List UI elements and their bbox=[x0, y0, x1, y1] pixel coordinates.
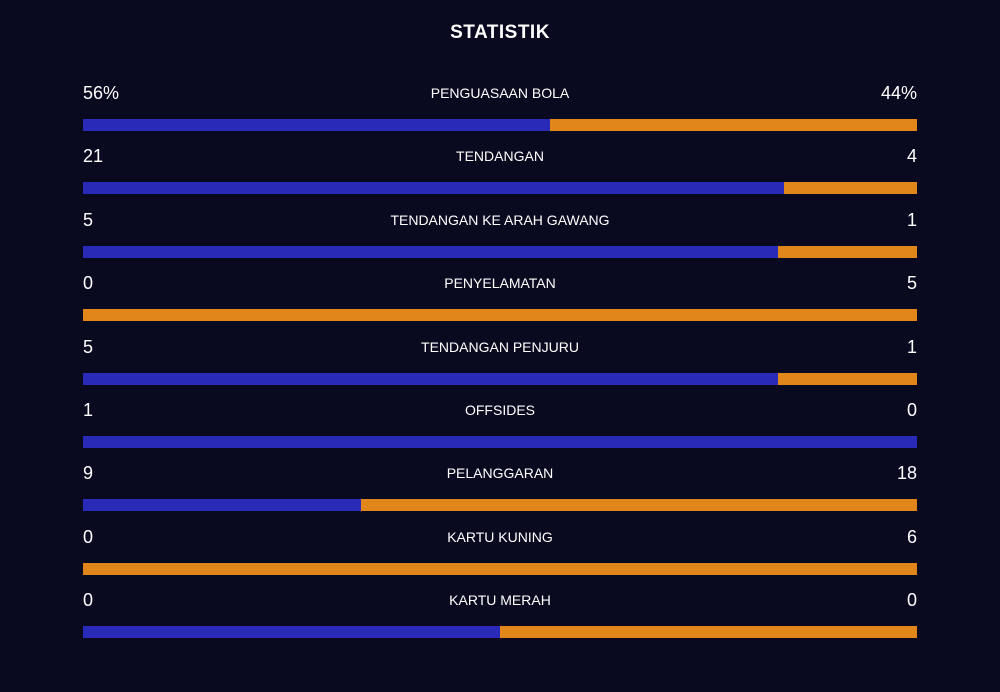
stat-label: OFFSIDES bbox=[464, 402, 535, 418]
away-value: 18 bbox=[896, 463, 917, 484]
stat-row: 1 OFFSIDES 0 bbox=[83, 399, 917, 455]
home-value: 0 bbox=[83, 273, 94, 294]
away-value: 5 bbox=[906, 273, 917, 294]
home-value: 1 bbox=[83, 400, 94, 420]
away-value: 44% bbox=[880, 83, 917, 103]
away-value: 0 bbox=[906, 590, 917, 611]
stat-row: 0 KARTU KUNING 6 bbox=[83, 526, 917, 582]
title: STATISTIK bbox=[450, 22, 550, 43]
stat-row: 21 TENDANGAN 4 bbox=[83, 145, 917, 201]
stat-row: 9 PELANGGARAN 18 bbox=[83, 462, 917, 518]
away-bar bbox=[83, 562, 917, 575]
away-value: 1 bbox=[906, 209, 917, 230]
stat-label: PENYELAMATAN bbox=[444, 275, 556, 292]
stat-row: 56% PENGUASAAN BOLA 44% bbox=[83, 82, 917, 138]
away-value: 0 bbox=[906, 400, 917, 420]
away-value: 4 bbox=[906, 146, 917, 167]
stat-label: TENDANGAN KE ARAH GAWANG bbox=[390, 211, 610, 228]
home-value: 21 bbox=[83, 146, 104, 167]
home-value: 5 bbox=[83, 209, 94, 230]
home-value: 9 bbox=[83, 463, 94, 484]
home-bar bbox=[83, 372, 778, 385]
home-value: 56% bbox=[83, 83, 120, 103]
home-bar bbox=[83, 245, 778, 258]
away-bar bbox=[361, 499, 917, 512]
stat-row: 0 PENYELAMATAN 5 bbox=[83, 272, 917, 328]
stat-label: KARTU KUNING bbox=[447, 528, 553, 545]
stat-row: 0 KARTU MERAH 0 bbox=[83, 589, 917, 645]
home-value: 0 bbox=[83, 590, 94, 611]
away-bar bbox=[550, 119, 917, 131]
stat-label: KARTU MERAH bbox=[449, 592, 551, 609]
away-bar bbox=[778, 372, 917, 385]
home-bar bbox=[83, 436, 917, 448]
stat-label: TENDANGAN PENJURU bbox=[421, 338, 579, 355]
home-bar bbox=[83, 626, 500, 639]
away-bar bbox=[500, 626, 917, 639]
away-bar bbox=[83, 309, 917, 322]
away-value: 1 bbox=[906, 336, 917, 357]
home-bar bbox=[83, 119, 551, 131]
stat-label: PENGUASAAN BOLA bbox=[430, 85, 570, 101]
stat-row: 5 TENDANGAN PENJURU 1 bbox=[83, 336, 917, 392]
home-bar bbox=[83, 182, 784, 195]
away-bar bbox=[783, 182, 917, 195]
away-value: 6 bbox=[906, 526, 917, 547]
away-bar bbox=[778, 245, 917, 258]
stat-label: TENDANGAN bbox=[456, 148, 544, 165]
stat-label: PELANGGARAN bbox=[446, 465, 554, 482]
home-value: 5 bbox=[83, 336, 94, 357]
home-bar bbox=[83, 499, 361, 512]
stat-row: 5 TENDANGAN KE ARAH GAWANG 1 bbox=[83, 209, 917, 265]
home-value: 0 bbox=[83, 526, 94, 547]
